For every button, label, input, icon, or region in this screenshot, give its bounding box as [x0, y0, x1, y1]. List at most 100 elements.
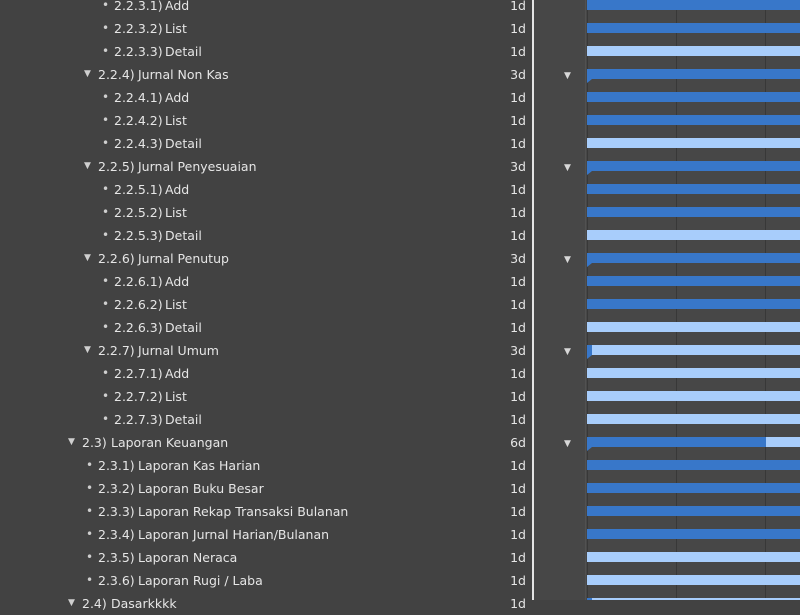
gantt-task-bar[interactable]	[587, 138, 800, 148]
task-title[interactable]: List	[165, 205, 187, 220]
task-title[interactable]: List	[165, 113, 187, 128]
task-duration[interactable]: 1d	[510, 320, 526, 335]
gantt-task-bar[interactable]	[587, 207, 800, 217]
gantt-group-bar[interactable]	[587, 598, 800, 600]
task-title[interactable]: Laporan Jurnal Harian/Bulanan	[138, 527, 330, 542]
gantt-task-bar[interactable]	[587, 0, 800, 10]
gantt-task-bar[interactable]	[587, 46, 800, 56]
outline-task-row[interactable]: • 2.2.5.3) Detail 1d	[0, 224, 532, 247]
task-duration[interactable]: 1d	[510, 297, 526, 312]
task-duration[interactable]: 1d	[510, 412, 526, 427]
task-duration[interactable]: 3d	[510, 251, 526, 266]
outline-task-row[interactable]: • 2.3.5) Laporan Neraca 1d	[0, 546, 532, 569]
gantt-task-bar[interactable]	[587, 23, 800, 33]
task-title[interactable]: Jurnal Penutup	[138, 251, 229, 266]
task-duration[interactable]: 1d	[510, 596, 526, 611]
gantt-task-bar[interactable]	[587, 529, 800, 539]
gantt-group-bar[interactable]	[587, 253, 800, 267]
gantt-task-bar[interactable]	[587, 391, 800, 401]
task-title[interactable]: Laporan Keuangan	[111, 435, 229, 450]
gantt-task-bar[interactable]	[587, 92, 800, 102]
outline-task-row[interactable]: • 2.2.7.1) Add 1d	[0, 362, 532, 385]
task-title[interactable]: Laporan Buku Besar	[138, 481, 264, 496]
outline-task-row[interactable]: • 2.2.7.3) Detail 1d	[0, 408, 532, 431]
disclosure-triangle-icon[interactable]: ▼	[84, 253, 91, 263]
task-title[interactable]: Add	[165, 274, 190, 289]
outline-task-row[interactable]: • 2.2.3.3) Detail 1d	[0, 40, 532, 63]
task-duration[interactable]: 1d	[510, 274, 526, 289]
outline-task-row[interactable]: • 2.2.3.2) List 1d	[0, 17, 532, 40]
task-title[interactable]: Add	[165, 182, 190, 197]
gantt-task-bar[interactable]	[587, 483, 800, 493]
gantt-group-bar[interactable]	[587, 437, 800, 451]
task-title[interactable]: Add	[165, 366, 190, 381]
task-title[interactable]: Jurnal Penyesuaian	[138, 159, 257, 174]
outline-task-row[interactable]: • 2.3.6) Laporan Rugi / Laba 1d	[0, 569, 532, 592]
task-duration[interactable]: 1d	[510, 573, 526, 588]
gantt-collapse-icon[interactable]: ▼	[564, 347, 571, 357]
outline-task-row[interactable]: • 2.2.7.2) List 1d	[0, 385, 532, 408]
disclosure-triangle-icon[interactable]: ▼	[84, 161, 91, 171]
task-title[interactable]: Detail	[165, 136, 202, 151]
task-duration[interactable]: 1d	[510, 113, 526, 128]
task-duration[interactable]: 1d	[510, 366, 526, 381]
outline-task-row[interactable]: • 2.2.4.3) Detail 1d	[0, 132, 532, 155]
outline-group-row[interactable]: ▼ 2.2.4) Jurnal Non Kas 3d	[0, 63, 532, 86]
task-duration[interactable]: 3d	[510, 67, 526, 82]
task-duration[interactable]: 1d	[510, 136, 526, 151]
gantt-task-bar[interactable]	[587, 184, 800, 194]
outline-task-row[interactable]: • 2.2.5.1) Add 1d	[0, 178, 532, 201]
gantt-collapse-icon[interactable]: ▼	[564, 163, 571, 173]
task-duration[interactable]: 1d	[510, 44, 526, 59]
task-duration[interactable]: 1d	[510, 0, 526, 13]
gantt-group-bar[interactable]	[587, 69, 800, 83]
task-duration[interactable]: 1d	[510, 550, 526, 565]
task-title[interactable]: Jurnal Umum	[138, 343, 219, 358]
disclosure-triangle-icon[interactable]: ▼	[68, 437, 75, 447]
outline-task-row[interactable]: • 2.2.4.2) List 1d	[0, 109, 532, 132]
gantt-task-bar[interactable]	[587, 506, 800, 516]
disclosure-triangle-icon[interactable]: ▼	[84, 69, 91, 79]
gantt-task-bar[interactable]	[587, 414, 800, 424]
outline-task-row[interactable]: • 2.3.1) Laporan Kas Harian 1d	[0, 454, 532, 477]
task-duration[interactable]: 1d	[510, 527, 526, 542]
gantt-task-bar[interactable]	[587, 368, 800, 378]
task-title[interactable]: List	[165, 297, 187, 312]
gantt-group-bar[interactable]	[587, 345, 800, 359]
task-duration[interactable]: 1d	[510, 458, 526, 473]
task-duration[interactable]: 3d	[510, 159, 526, 174]
disclosure-triangle-icon[interactable]: ▼	[68, 598, 75, 608]
task-duration[interactable]: 1d	[510, 228, 526, 243]
task-title[interactable]: Detail	[165, 228, 202, 243]
gantt-task-bar[interactable]	[587, 552, 800, 562]
task-title[interactable]: Add	[165, 90, 190, 105]
task-title[interactable]: Laporan Rugi / Laba	[138, 573, 263, 588]
task-duration[interactable]: 1d	[510, 389, 526, 404]
task-title[interactable]: Jurnal Non Kas	[138, 67, 229, 82]
task-duration[interactable]: 1d	[510, 90, 526, 105]
gantt-group-bar[interactable]	[587, 161, 800, 175]
gantt-task-bar[interactable]	[587, 322, 800, 332]
outline-group-row[interactable]: ▼ 2.2.6) Jurnal Penutup 3d	[0, 247, 532, 270]
outline-group-row[interactable]: ▼ 2.3) Laporan Keuangan 6d	[0, 431, 532, 454]
outline-task-row[interactable]: • 2.3.3) Laporan Rekap Transaksi Bulanan 1d	[0, 500, 532, 523]
outline-task-row[interactable]: • 2.2.5.2) List 1d	[0, 201, 532, 224]
pane-divider[interactable]	[532, 0, 534, 600]
task-duration[interactable]: 3d	[510, 343, 526, 358]
disclosure-triangle-icon[interactable]: ▼	[84, 345, 91, 355]
gantt-task-bar[interactable]	[587, 276, 800, 286]
task-duration[interactable]: 1d	[510, 182, 526, 197]
task-title[interactable]: Dasarkkkk	[111, 596, 177, 611]
outline-task-row[interactable]: • 2.2.4.1) Add 1d	[0, 86, 532, 109]
gantt-task-bar[interactable]	[587, 230, 800, 240]
task-title[interactable]: Detail	[165, 412, 202, 427]
task-title[interactable]: List	[165, 389, 187, 404]
task-duration[interactable]: 1d	[510, 481, 526, 496]
task-title[interactable]: Laporan Kas Harian	[138, 458, 261, 473]
outline-group-row[interactable]: ▼ 2.4) Dasarkkkk 1d	[0, 592, 532, 615]
outline-task-row[interactable]: • 2.2.3.1) Add 1d	[0, 0, 532, 17]
gantt-collapse-icon[interactable]: ▼	[564, 594, 571, 600]
gantt-task-bar[interactable]	[587, 575, 800, 585]
outline-task-row[interactable]: • 2.2.6.2) List 1d	[0, 293, 532, 316]
gantt-collapse-icon[interactable]: ▼	[564, 439, 571, 449]
